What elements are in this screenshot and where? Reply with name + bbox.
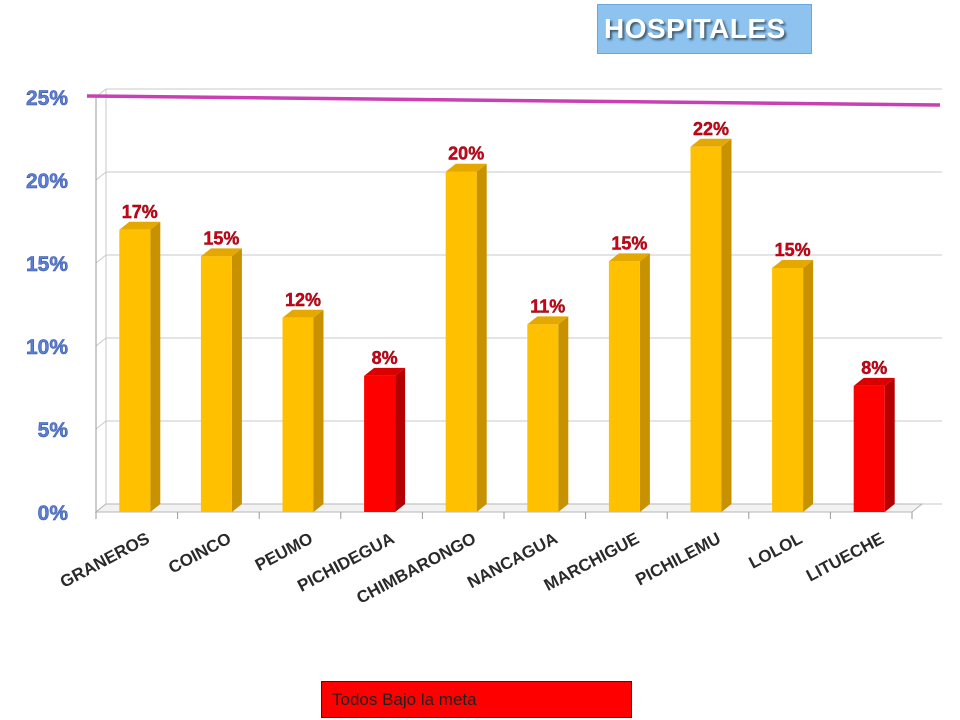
bar-top (690, 138, 732, 147)
bar-side (721, 138, 732, 513)
data-label: 12% (285, 290, 321, 310)
bar-top (445, 163, 487, 172)
chart-title: HOSPITALES (604, 13, 786, 44)
bar-top (527, 316, 569, 325)
bar-side (150, 221, 161, 513)
data-label: 15% (775, 240, 811, 260)
gridline-depth (95, 171, 107, 181)
y-tick-label: 5% (38, 419, 69, 442)
gridline-depth (95, 254, 107, 264)
y-tick-label: 20% (26, 170, 68, 193)
bar-side (803, 259, 814, 512)
category-label: LOLOL (746, 529, 806, 573)
chart-title-box: HOSPITALES (597, 4, 812, 54)
data-label: 15% (611, 233, 647, 253)
data-label: 17% (122, 202, 158, 222)
y-tick-label: 25% (26, 87, 68, 110)
bar-top (282, 309, 324, 318)
data-label: 8% (372, 348, 398, 368)
bar (282, 317, 314, 512)
category-label: COINCO (165, 529, 234, 578)
category-label: LITUECHE (803, 529, 887, 586)
bar-top (772, 259, 814, 268)
bar-side (884, 377, 895, 512)
bar-side (231, 248, 242, 513)
bar (772, 267, 804, 512)
bar-side (476, 163, 487, 512)
data-label: 15% (203, 228, 239, 248)
bar-side (395, 367, 406, 512)
bar-top (364, 367, 406, 376)
bar (527, 324, 559, 512)
y-tick-label: 0% (38, 502, 69, 525)
bar (119, 229, 151, 513)
category-label: GRANEROS (57, 529, 153, 592)
bar (690, 146, 722, 513)
bar (853, 385, 885, 512)
bar-top (200, 248, 242, 257)
gridline-depth (95, 420, 107, 430)
bar-top (608, 253, 650, 262)
bar-side (313, 309, 324, 512)
gridline-depth (95, 337, 107, 347)
category-label: PEUMO (252, 529, 316, 575)
note-text: Todos Bajo la meta (332, 689, 477, 709)
y-tick-label: 15% (26, 253, 68, 276)
data-label: 22% (693, 119, 729, 139)
bar (608, 261, 640, 512)
data-label: 8% (861, 358, 887, 378)
y-tick-label: 10% (26, 336, 68, 359)
bar-top (119, 221, 161, 230)
bar (445, 171, 477, 512)
bar-side (639, 253, 650, 512)
data-label: 20% (448, 144, 484, 164)
bar-top (853, 377, 895, 386)
bar (364, 375, 396, 512)
bar-side (558, 316, 569, 512)
target-line (86, 94, 941, 107)
category-label: PICHILEMU (632, 529, 723, 590)
data-label: 11% (530, 296, 565, 316)
note-box: Todos Bajo la meta (321, 681, 632, 718)
bar (200, 256, 232, 512)
